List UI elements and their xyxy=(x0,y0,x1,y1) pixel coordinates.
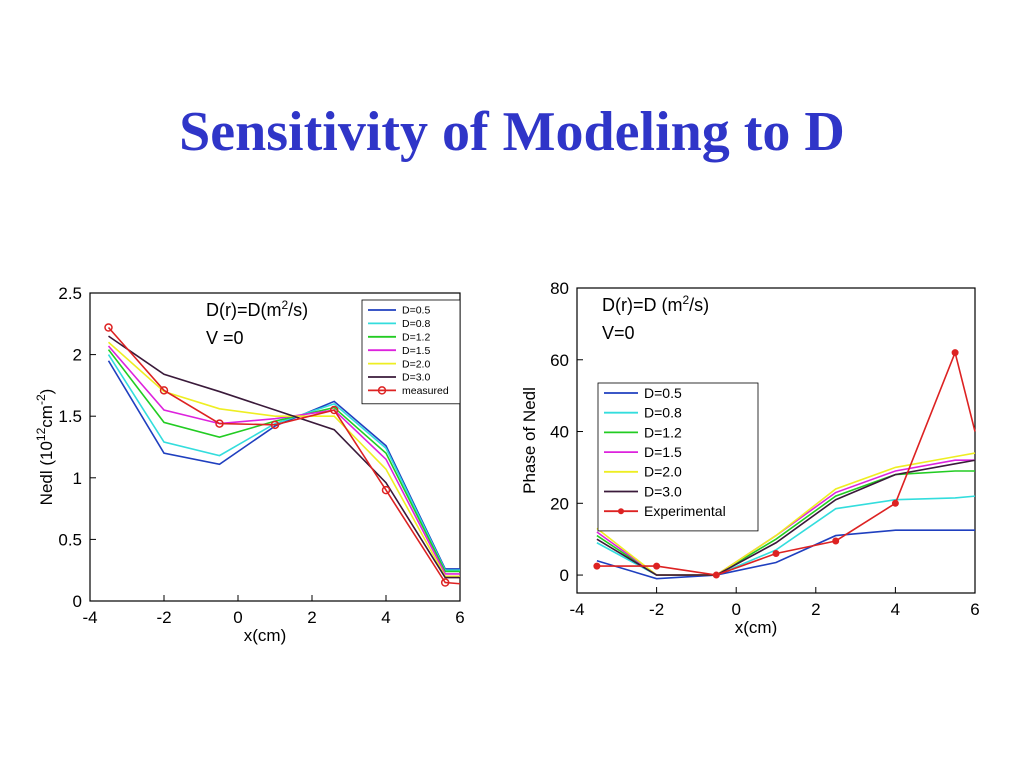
x-tick-label: -4 xyxy=(82,608,97,627)
legend-label: Experimental xyxy=(644,503,726,519)
y-tick-label: 1 xyxy=(73,469,82,488)
legend-label: D=2.0 xyxy=(402,358,430,370)
x-tick-label: 4 xyxy=(381,608,390,627)
y-tick-label: 0.5 xyxy=(58,530,82,549)
legend-label: D=3.0 xyxy=(644,483,682,499)
data-point xyxy=(951,349,959,357)
x-axis-label: x(cm) xyxy=(244,626,286,645)
legend-label: D=0.8 xyxy=(402,318,430,330)
annotation-line1: D(r)=D (m2/s) xyxy=(602,293,709,315)
data-point xyxy=(891,499,899,507)
data-point xyxy=(712,571,720,579)
y-tick-label: 20 xyxy=(550,494,569,513)
x-axis-label: x(cm) xyxy=(735,618,777,637)
x-tick-label: -2 xyxy=(649,600,664,619)
legend-label: D=1.5 xyxy=(644,444,682,460)
nedl-chart: -4 -2 0 2 4 6 0 0.5 1 1.5 2 2.5 x(cm) Nedl (1012cm-2)… xyxy=(34,284,465,645)
legend-box xyxy=(597,382,759,532)
series-line xyxy=(596,529,975,580)
x-tick-label: 2 xyxy=(307,608,316,627)
x-tick-label: 2 xyxy=(811,600,820,619)
annotation-line1: D(r)=D(m2/s) xyxy=(206,298,308,320)
y-tick-label: 40 xyxy=(550,423,569,442)
series-line xyxy=(107,345,460,575)
annotation-line2: V =0 xyxy=(206,328,244,348)
series-measured xyxy=(104,323,461,587)
series-d-3-0 xyxy=(108,335,460,579)
data-point xyxy=(772,550,780,558)
legend-label: D=0.5 xyxy=(402,305,430,317)
y-axis-label: Nedl (1012cm-2) xyxy=(34,389,56,506)
y-tick-label: 2 xyxy=(73,346,82,365)
y-tick-label: 80 xyxy=(550,279,569,298)
y-tick-label: 60 xyxy=(550,351,569,370)
legend-label: D=0.5 xyxy=(644,385,682,401)
data-point xyxy=(104,323,113,332)
legend-label: D=2.0 xyxy=(644,464,682,480)
legend: D=0.5 D=0.8 D=1.2 D=1.5 D=2.0 D=3.0 Experiment… xyxy=(597,382,759,532)
legend-label: D=1.2 xyxy=(402,331,430,343)
legend-label: D=1.5 xyxy=(402,345,430,357)
series-line xyxy=(107,341,460,578)
series-d-3-0 xyxy=(596,459,976,576)
x-tick-label: 6 xyxy=(455,608,464,627)
legend-label: D=0.8 xyxy=(644,405,682,421)
data-point xyxy=(329,405,339,415)
legend-marker xyxy=(377,386,387,395)
y-tick-label: 0 xyxy=(560,566,569,585)
page-title: Sensitivity of Modeling to D xyxy=(179,101,845,163)
plot-frame xyxy=(576,287,976,594)
series-d-0-5 xyxy=(596,529,975,580)
x-tick-label: 0 xyxy=(233,608,242,627)
x-tick-label: 4 xyxy=(891,600,900,619)
data-point xyxy=(381,485,391,495)
series-line xyxy=(107,326,461,585)
annotation-line2: V=0 xyxy=(602,323,635,343)
legend-marker xyxy=(618,508,624,515)
y-axis-label: Phase of Nedl xyxy=(520,387,539,494)
data-point xyxy=(159,386,169,395)
plot-frame xyxy=(89,292,461,602)
series-line xyxy=(108,335,460,579)
data-point xyxy=(593,562,601,570)
x-tick-label: -2 xyxy=(156,608,171,627)
data-point xyxy=(215,419,224,428)
x-tick-label: 6 xyxy=(970,600,979,619)
series-line xyxy=(596,349,976,576)
legend-label: D=1.2 xyxy=(644,424,682,440)
y-tick-label: 0 xyxy=(73,592,82,611)
x-tick-label: 0 xyxy=(731,600,740,619)
x-tick-label: -4 xyxy=(569,600,584,619)
legend-box xyxy=(361,299,461,405)
data-point xyxy=(653,562,661,570)
data-point xyxy=(832,537,840,545)
series-line xyxy=(596,459,976,576)
legend-label: measured xyxy=(402,385,449,397)
y-tick-label: 1.5 xyxy=(58,407,82,426)
data-point xyxy=(440,578,450,587)
series-d-2-0 xyxy=(107,341,460,578)
legend-label: D=3.0 xyxy=(402,372,430,384)
series-experimental xyxy=(593,349,976,579)
series-d-1-5 xyxy=(107,345,460,575)
data-point xyxy=(270,420,280,430)
y-tick-label: 2.5 xyxy=(58,284,82,303)
